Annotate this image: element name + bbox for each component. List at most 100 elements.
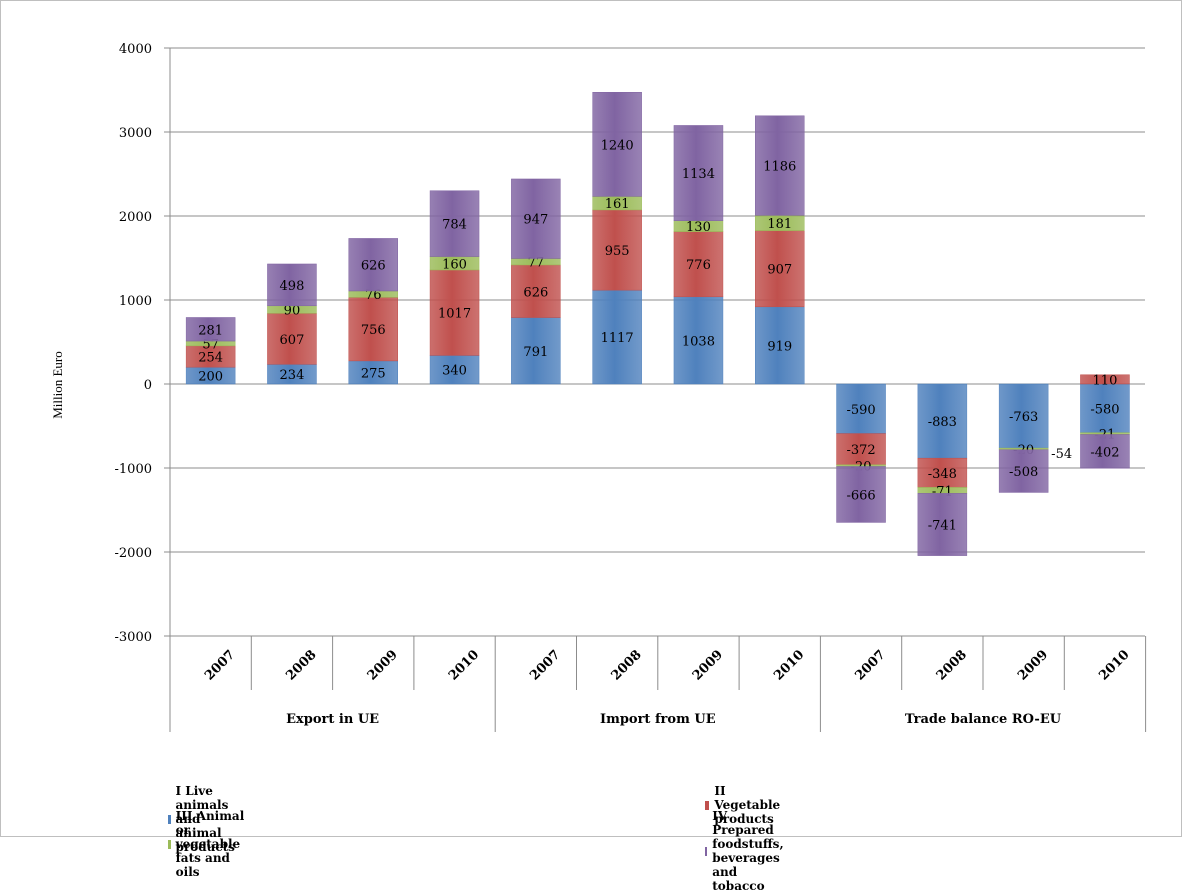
data-label: -741 [928, 518, 957, 533]
group-label: Trade balance RO-EU [905, 712, 1062, 727]
data-label: 1117 [601, 331, 634, 346]
legend-label: III Animal or vegetable fats and oils [175, 809, 245, 879]
bar-segment [1080, 434, 1130, 469]
x-tick-label: 2007 [852, 647, 888, 683]
bar-segment [755, 306, 805, 385]
bar-segment [511, 317, 561, 385]
bar-segment [673, 231, 724, 298]
data-label: 907 [767, 263, 792, 278]
bar-segment [429, 190, 480, 257]
data-label: 275 [361, 366, 386, 381]
bar-segment [592, 289, 642, 385]
legend-item: III Animal or vegetable fats and oils [168, 809, 247, 879]
bar-segment [917, 493, 968, 556]
x-tick-label: 2009 [365, 647, 401, 683]
x-tick-label: 2009 [690, 647, 726, 683]
data-label: 791 [523, 345, 548, 360]
legend-swatch [168, 814, 171, 824]
legend-label: IV Prepared foodstuffs, beverages and to… [712, 809, 784, 893]
bar-segment [511, 264, 561, 318]
data-label: 947 [523, 213, 548, 228]
bar-segment [348, 238, 398, 292]
group-label: Export in UE [286, 712, 379, 727]
bar-segment [998, 449, 1049, 493]
data-label: 784 [442, 218, 467, 233]
data-label: 756 [361, 323, 386, 338]
data-label: 200 [198, 370, 223, 385]
bar-segment [348, 297, 398, 362]
data-label: -508 [1009, 465, 1038, 480]
y-tick-label: 0 [144, 378, 152, 393]
legend-swatch [705, 846, 708, 856]
data-label: 281 [198, 323, 223, 338]
data-label: 254 [198, 351, 223, 366]
data-label: 607 [280, 333, 305, 348]
data-label: 776 [686, 258, 711, 273]
data-label: -372 [846, 443, 875, 458]
data-label: 110 [1093, 373, 1118, 388]
data-label: 76 [365, 288, 382, 303]
x-tick-label: 2010 [446, 647, 482, 683]
y-tick-label: -1000 [115, 462, 152, 477]
annotation-label: -54 [1051, 447, 1072, 462]
x-tick-label: 2007 [202, 647, 238, 683]
y-tick-label: -2000 [115, 546, 152, 561]
data-label: -348 [928, 467, 957, 482]
x-tick-label: 2009 [1015, 647, 1051, 683]
data-label: -666 [846, 488, 875, 503]
bar-segment [998, 383, 1049, 449]
data-label: -580 [1090, 402, 1119, 417]
bar-segment [429, 355, 480, 385]
data-label: 626 [523, 285, 548, 300]
data-label: 1186 [763, 160, 796, 175]
y-tick-label: -3000 [115, 630, 152, 645]
bar-segment [267, 263, 317, 307]
data-label: 77 [528, 256, 545, 271]
chart-frame [0, 0, 1182, 837]
data-label: 161 [605, 197, 630, 212]
bar-segment [917, 383, 968, 459]
x-tick-label: 2008 [283, 647, 319, 683]
x-tick-label: 2010 [1096, 647, 1132, 683]
stacked-bar-chart: -3000 -2000 -1000 0 1000 2000 3000 4000 Million … [50, 42, 1147, 732]
bar-segment [836, 466, 886, 523]
bar-segment [185, 317, 236, 342]
data-label: 919 [767, 339, 792, 354]
x-tick-label: 2010 [771, 647, 807, 683]
data-label: -883 [928, 415, 957, 430]
data-label: 181 [767, 217, 792, 232]
y-tick-label: 1000 [119, 294, 152, 309]
bar-segment [1080, 374, 1130, 385]
bar-segment [267, 313, 317, 365]
legend-label: II Vegetable products [714, 784, 781, 826]
bar-segment [673, 125, 724, 221]
bar-segment [755, 230, 805, 308]
data-label: 130 [686, 220, 711, 235]
data-label: 340 [442, 364, 467, 379]
data-label: 626 [361, 259, 386, 274]
bar-segment [1080, 383, 1130, 433]
bar-segment [917, 457, 968, 488]
bar-segment [836, 433, 886, 466]
y-tick-label: 2000 [119, 210, 152, 225]
bar-segment [592, 209, 642, 291]
x-tick-label: 2007 [527, 647, 563, 683]
bar-segment [511, 178, 561, 259]
legend-item: IV Prepared foodstuffs, beverages and to… [705, 809, 790, 893]
data-label: 1134 [682, 167, 715, 182]
data-label: 234 [280, 368, 305, 383]
data-label: 498 [280, 279, 305, 294]
bar-segment [592, 92, 642, 197]
data-label: -402 [1090, 445, 1119, 460]
group-label: Import from UE [600, 712, 716, 727]
bar-segment [673, 296, 724, 385]
data-label: 90 [284, 304, 301, 319]
bar-segment [755, 115, 805, 216]
y-tick-label: 4000 [119, 42, 152, 57]
bar-segment [429, 269, 480, 356]
legend-swatch [168, 839, 171, 849]
bar-segment [836, 383, 886, 434]
data-label: 160 [442, 257, 467, 272]
y-axis-label: Million Euro [50, 351, 65, 419]
data-label: -590 [846, 403, 875, 418]
